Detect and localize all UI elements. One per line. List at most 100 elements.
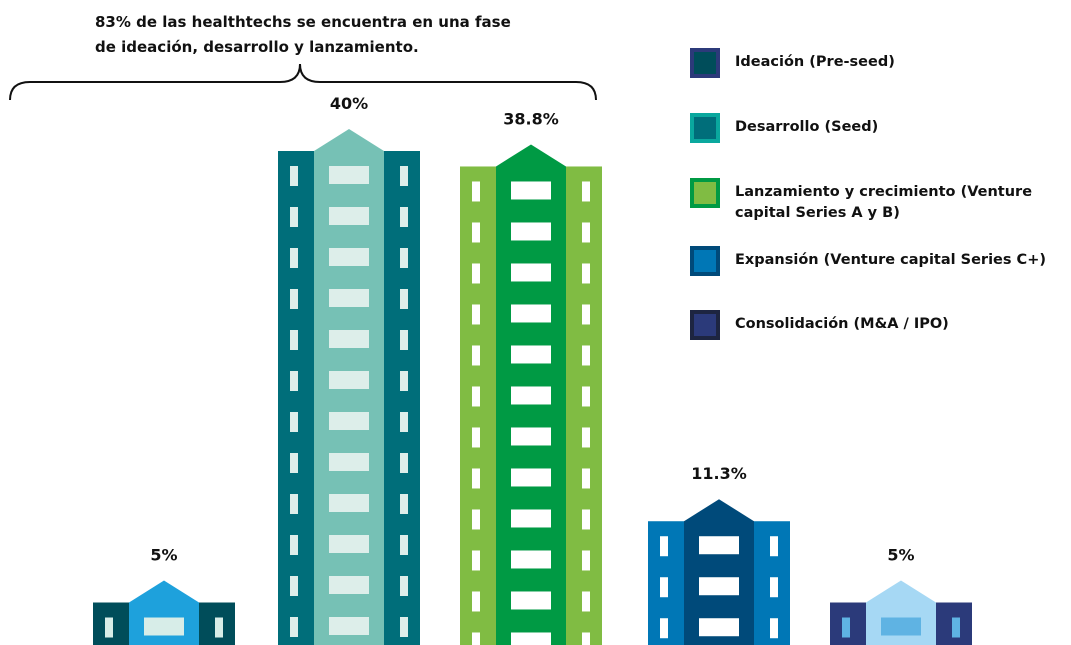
window <box>329 166 369 184</box>
window <box>582 550 590 570</box>
value-label: 40% <box>330 94 368 113</box>
window <box>511 427 551 445</box>
window <box>660 536 668 556</box>
window <box>290 371 298 391</box>
window <box>472 345 480 365</box>
window <box>582 263 590 283</box>
window <box>215 618 223 638</box>
window <box>290 617 298 637</box>
legend-swatch <box>692 180 718 206</box>
brace <box>10 64 596 100</box>
window <box>770 577 778 597</box>
legend-swatch <box>692 248 718 274</box>
window <box>511 304 551 322</box>
legend-label: Expansión (Venture capital Series C+) <box>735 250 1065 271</box>
window <box>290 289 298 309</box>
legend-label: Ideación (Pre-seed) <box>735 52 1065 73</box>
window <box>400 248 408 268</box>
window <box>400 330 408 350</box>
window <box>290 494 298 514</box>
window <box>511 632 551 645</box>
window <box>511 222 551 240</box>
window <box>400 412 408 432</box>
window <box>582 591 590 611</box>
window <box>290 412 298 432</box>
legend-swatch <box>692 50 718 76</box>
window <box>472 468 480 488</box>
value-label: 5% <box>887 546 914 565</box>
window <box>400 289 408 309</box>
page: 5% 40% 38.8% 11.3% 5% 83% de las healthtechs… <box>0 0 1071 645</box>
window <box>770 536 778 556</box>
window <box>582 468 590 488</box>
value-label: 11.3% <box>691 464 747 483</box>
building <box>648 499 790 645</box>
window <box>511 386 551 404</box>
annotation: 83% de las healthtechs se encuentra en u… <box>95 10 515 60</box>
window <box>472 632 480 645</box>
window <box>582 509 590 529</box>
window <box>699 618 739 636</box>
window <box>582 181 590 201</box>
window <box>329 371 369 389</box>
window <box>582 386 590 406</box>
window <box>472 591 480 611</box>
window <box>290 248 298 268</box>
legend-swatch <box>692 312 718 338</box>
building <box>93 581 235 645</box>
window <box>699 536 739 554</box>
window <box>582 222 590 242</box>
window <box>511 181 551 199</box>
legend-label: Lanzamiento y crecimiento (Venture capit… <box>735 182 1065 224</box>
window <box>290 166 298 186</box>
value-label: 38.8% <box>503 109 559 128</box>
window <box>329 248 369 266</box>
window <box>290 535 298 555</box>
window <box>582 632 590 645</box>
window <box>329 535 369 553</box>
window <box>511 591 551 609</box>
value-label: 5% <box>150 546 177 565</box>
window <box>472 304 480 324</box>
window <box>511 509 551 527</box>
window <box>511 550 551 568</box>
window <box>329 576 369 594</box>
window <box>472 222 480 242</box>
window <box>400 207 408 227</box>
window <box>472 550 480 570</box>
window <box>511 468 551 486</box>
window <box>582 345 590 365</box>
window <box>842 618 850 638</box>
window <box>472 181 480 201</box>
building <box>830 581 972 645</box>
window <box>511 263 551 281</box>
window <box>329 617 369 635</box>
window <box>290 576 298 596</box>
window <box>290 330 298 350</box>
window <box>329 453 369 471</box>
window <box>329 494 369 512</box>
window <box>472 386 480 406</box>
window <box>582 304 590 324</box>
window <box>511 345 551 363</box>
window <box>329 207 369 225</box>
window <box>400 617 408 637</box>
window <box>400 453 408 473</box>
window <box>582 427 590 447</box>
window <box>400 535 408 555</box>
building <box>278 129 420 645</box>
window <box>472 427 480 447</box>
window <box>660 618 668 638</box>
window <box>400 494 408 514</box>
legend-label: Desarrollo (Seed) <box>735 117 1065 138</box>
window <box>400 576 408 596</box>
legend-swatch <box>692 115 718 141</box>
window <box>290 453 298 473</box>
window <box>472 509 480 529</box>
window <box>660 577 668 597</box>
window <box>952 618 960 638</box>
legend-label: Consolidación (M&A / IPO) <box>735 314 1065 335</box>
window <box>699 577 739 595</box>
window <box>329 412 369 430</box>
window <box>472 263 480 283</box>
